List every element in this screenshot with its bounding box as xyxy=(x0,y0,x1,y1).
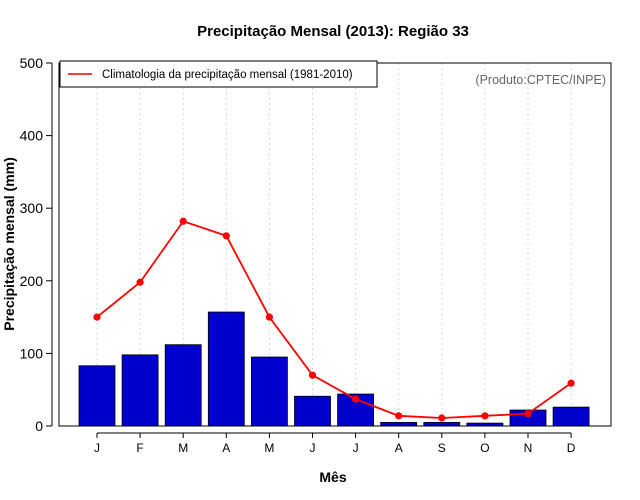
climatology-series xyxy=(93,217,575,422)
climatology-point xyxy=(438,414,446,422)
bar-M xyxy=(250,356,288,427)
climatology-point xyxy=(179,217,187,225)
legend-box xyxy=(59,60,378,88)
climatology-point xyxy=(265,313,273,321)
bar-J xyxy=(294,395,331,427)
bar-S xyxy=(423,421,461,427)
climatology-point xyxy=(352,395,360,403)
y-tick-label: 400 xyxy=(20,128,44,144)
grid-lines xyxy=(96,63,572,426)
climatology-point xyxy=(222,232,230,240)
x-tick-label: O xyxy=(480,441,489,455)
climatology-line xyxy=(96,220,572,419)
x-tick-label: J xyxy=(310,441,316,455)
climatology-point xyxy=(136,278,144,286)
bar-J xyxy=(78,365,116,427)
y-axis: 0 100 200 300 400 500 xyxy=(20,55,53,434)
y-tick-label: 0 xyxy=(35,418,43,434)
y-tick-label: 300 xyxy=(20,200,44,216)
chart-title: Precipitação Mensal (2013): Região 33 xyxy=(197,23,469,40)
x-tick-label: A xyxy=(222,441,230,455)
x-tick-label: M xyxy=(178,441,188,455)
y-axis-label: Precipitação mensal (mm) xyxy=(1,157,17,331)
climatology-point xyxy=(93,313,101,321)
source-annotation: (Produto:CPTEC/INPE) xyxy=(475,73,606,87)
bar-series xyxy=(78,311,590,427)
x-tick-label: F xyxy=(136,441,143,455)
bar-A xyxy=(380,421,418,427)
climatology-point xyxy=(395,412,403,420)
x-tick-label: S xyxy=(438,441,446,455)
bar-F xyxy=(121,354,159,427)
x-axis-label: Mês xyxy=(319,469,346,485)
bar-A xyxy=(207,311,245,427)
bar-D xyxy=(552,406,590,427)
x-tick-label: N xyxy=(524,441,533,455)
climatology-point xyxy=(567,379,575,387)
x-tick-label: J xyxy=(353,441,359,455)
bar-M xyxy=(164,344,202,427)
legend: Climatologia da precipitação mensal (198… xyxy=(59,60,378,88)
climatology-point xyxy=(524,410,532,418)
y-tick-label: 500 xyxy=(20,55,44,71)
legend-entry-climatology: Climatologia da precipitação mensal (198… xyxy=(102,69,353,81)
climatology-point xyxy=(308,371,317,379)
y-tick-label: 200 xyxy=(20,273,44,289)
x-tick-label: D xyxy=(567,441,576,455)
x-tick-label: M xyxy=(264,441,274,455)
x-tick-label: J xyxy=(94,441,100,455)
y-tick-label: 100 xyxy=(20,345,44,361)
climatology-point xyxy=(481,412,489,420)
x-tick-label: A xyxy=(395,441,403,455)
